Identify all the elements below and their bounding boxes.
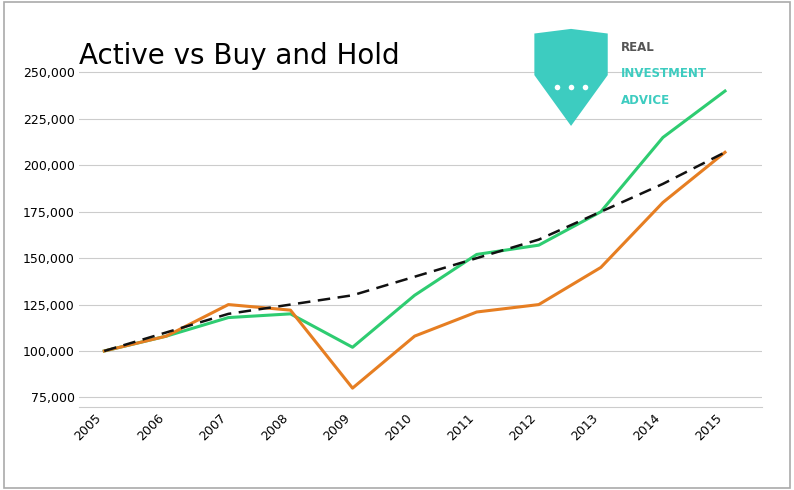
Text: Active vs Buy and Hold: Active vs Buy and Hold — [79, 42, 400, 70]
Text: REAL: REAL — [621, 42, 654, 54]
Polygon shape — [534, 29, 607, 126]
Legend: Active, Buy and Hold, Expected (2005): Active, Buy and Hold, Expected (2005) — [159, 488, 574, 490]
Text: ADVICE: ADVICE — [621, 95, 670, 107]
Text: INVESTMENT: INVESTMENT — [621, 67, 707, 80]
